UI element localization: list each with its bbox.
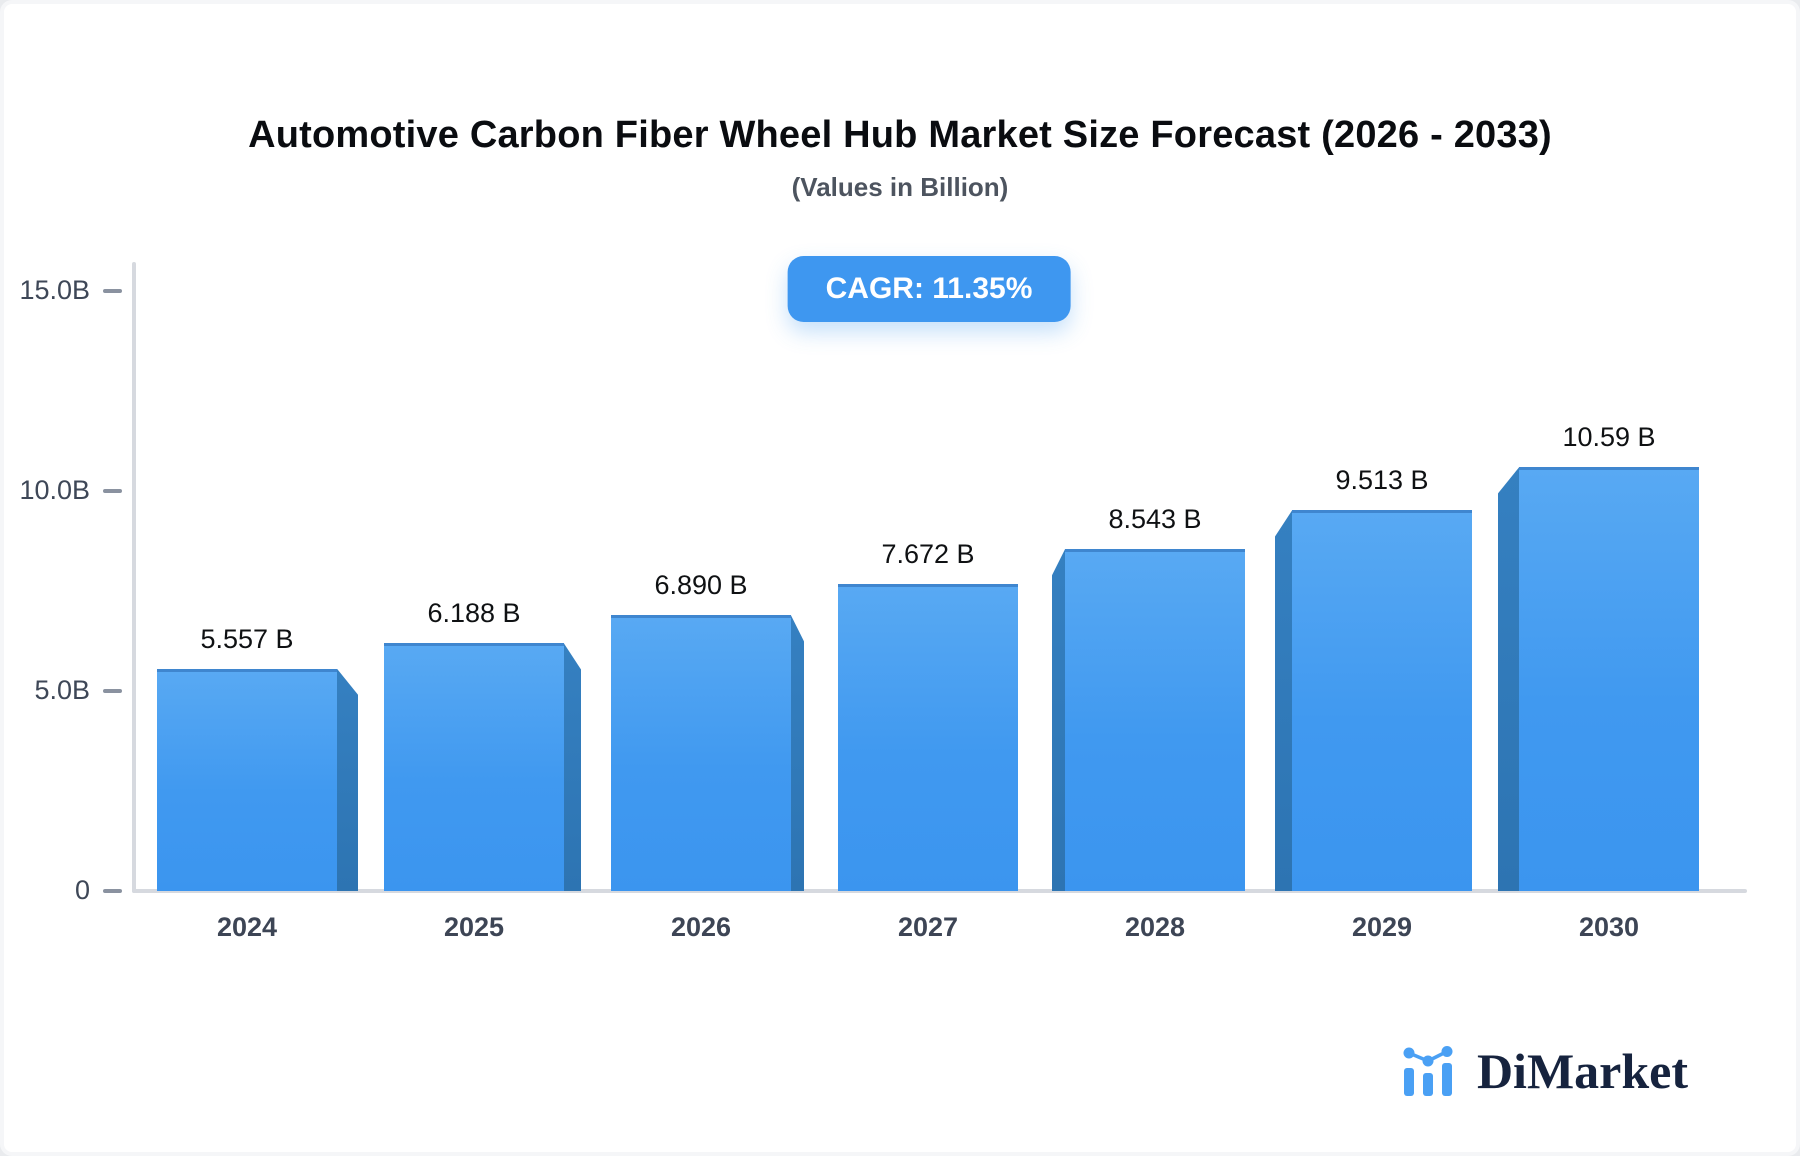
bar-side-panel [1052,549,1065,891]
bar-value-label: 6.890 B [654,570,748,601]
brand-name: DiMarket [1476,1043,1688,1099]
y-axis-tick-label: 10.0B [19,475,90,505]
y-axis-tick-label: 0 [74,875,90,905]
bar-chart: 0 5.0B 10.0B 15.0B 5.557 B 2024 6.188 B 2025 6.8… [4,4,1796,1152]
y-axis-tick-label: 5.0B [34,675,90,705]
chart-title: Automotive Carbon Fiber Wheel Hub Market… [248,114,1552,156]
bar [157,668,337,891]
bar-value-label: 9.513 B [1335,465,1429,496]
chart-subtitle: (Values in Billion) [791,172,1009,202]
bar-chart-logo-icon [1403,1046,1453,1096]
y-axis-tick [103,289,122,293]
y-axis-line [132,262,136,893]
bar-value-label: 7.672 B [881,539,975,570]
brand-logo: DiMarket [1403,1046,1688,1096]
x-axis-label: 2024 [216,912,278,942]
cagr-badge: CAGR: 11.35% [787,256,1071,322]
bar [1292,510,1472,891]
bar [384,643,564,891]
bar-side-panel [564,643,581,891]
y-axis-tick-label: 15.0B [19,275,90,305]
bar [1065,549,1245,891]
x-axis-label: 2028 [1124,912,1186,942]
x-axis-label: 2029 [1351,912,1413,942]
y-axis-tick [103,889,122,893]
bar-side-panel [1275,510,1292,891]
cagr-badge-label: CAGR: 11.35% [825,272,1033,305]
bar [611,615,791,891]
bar [1519,467,1699,891]
x-axis-label: 2026 [670,912,732,942]
bar-value-label: 6.188 B [427,598,521,629]
bar-side-panel [337,668,358,891]
bar-side-panel [791,615,804,891]
bar-value-label: 10.59 B [1562,422,1656,453]
x-axis-label: 2030 [1578,912,1640,942]
bar-side-panel [1498,467,1519,891]
bar [838,584,1018,891]
x-axis-label: 2027 [897,912,959,942]
bar-value-label: 8.543 B [1108,504,1202,535]
y-axis-tick [103,489,122,493]
y-axis-tick [103,689,122,693]
x-axis-line [132,889,1747,893]
x-axis-label: 2025 [443,912,505,942]
bar-value-label: 5.557 B [200,623,294,654]
